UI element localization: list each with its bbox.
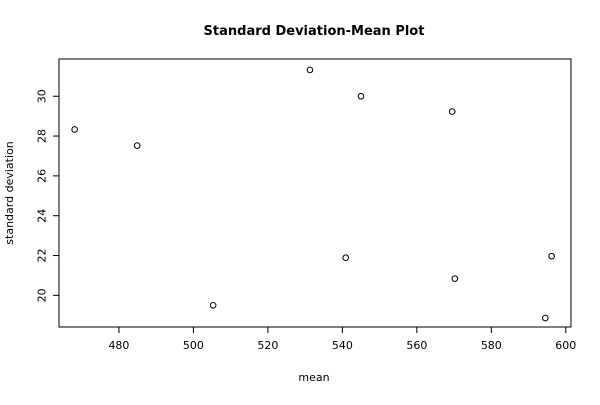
x-tick-label: 480 — [108, 339, 129, 352]
data-point — [71, 126, 78, 133]
x-axis-label: mean — [298, 371, 329, 384]
y-tick-label: 22 — [36, 249, 49, 263]
data-point — [209, 301, 217, 309]
y-tick-label: 26 — [36, 169, 49, 183]
y-tick-label: 30 — [36, 89, 49, 103]
x-tick-label: 500 — [183, 339, 204, 352]
x-tick-label: 560 — [406, 339, 427, 352]
chart-title: Standard Deviation-Mean Plot — [204, 24, 425, 39]
y-axis: 20 22 24 26 28 30 — [36, 89, 60, 302]
x-tick-label: 520 — [257, 339, 278, 352]
data-point — [451, 275, 459, 282]
x-axis: 480 500 520 540 560 580 600 — [108, 326, 576, 352]
x-tick-label: 600 — [555, 339, 576, 352]
data-point — [133, 142, 141, 149]
data-point — [357, 92, 365, 100]
data-points — [71, 66, 555, 322]
data-point — [448, 108, 456, 115]
data-point — [306, 66, 314, 74]
data-point — [542, 314, 549, 322]
x-tick-label: 580 — [481, 339, 502, 352]
y-tick-label: 20 — [36, 288, 49, 302]
data-point — [342, 254, 350, 262]
data-point — [548, 252, 555, 260]
y-axis-label: standard deviation — [3, 141, 16, 244]
y-tick-label: 28 — [36, 129, 49, 143]
y-tick-label: 24 — [36, 209, 49, 223]
x-tick-label: 540 — [332, 339, 353, 352]
